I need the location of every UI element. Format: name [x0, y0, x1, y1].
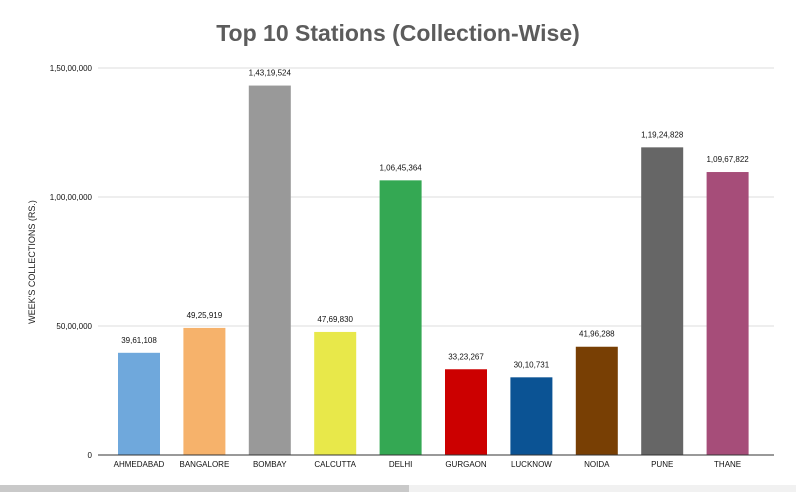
x-tick-label: NOIDA [584, 460, 610, 469]
bar [314, 331, 357, 455]
horizontal-scrollbar[interactable] [0, 485, 796, 492]
x-tick-label: LUCKNOW [511, 460, 552, 469]
data-label: 33,23,267 [448, 352, 484, 361]
data-label: 1,43,19,524 [249, 69, 292, 78]
scrollbar-thumb[interactable] [0, 485, 409, 492]
data-label: 30,10,731 [514, 360, 550, 369]
y-tick-label: 1,00,00,000 [50, 193, 93, 202]
y-tick-label: 0 [88, 451, 93, 460]
chart-title: Top 10 Stations (Collection-Wise) [216, 20, 580, 46]
data-label: 41,96,288 [579, 330, 615, 339]
bar [248, 85, 291, 456]
x-tick-label: CALCUTTA [314, 460, 356, 469]
data-label: 1,09,67,822 [706, 155, 749, 164]
bars [118, 85, 749, 456]
bar [183, 327, 226, 455]
data-label: 39,61,108 [121, 336, 157, 345]
x-tick-label: BANGALORE [180, 460, 230, 469]
data-label: 47,69,830 [317, 315, 353, 324]
axes: 0 50,00,000 1,00,00,000 1,50,00,000 AHMEDABA… [50, 64, 774, 469]
bar [706, 172, 749, 455]
x-tick-label: AHMEDABAD [114, 460, 165, 469]
bar [118, 352, 160, 455]
data-label: 1,06,45,364 [379, 163, 422, 172]
data-label: 1,19,24,828 [641, 130, 684, 139]
bar [510, 377, 553, 455]
x-tick-label: GURGAON [445, 460, 487, 469]
y-tick-label: 50,00,000 [56, 322, 92, 331]
x-tick-label: BOMBAY [253, 460, 287, 469]
x-tick-label: DELHI [389, 460, 413, 469]
data-label: 49,25,919 [187, 311, 223, 320]
y-tick-label: 1,50,00,000 [50, 64, 93, 73]
bar [445, 369, 487, 455]
bar [641, 147, 684, 456]
y-axis-label: WEEK'S COLLECTIONS (RS.) [27, 200, 37, 324]
bar [379, 180, 422, 455]
bar [575, 346, 618, 455]
x-tick-label: THANE [714, 460, 741, 469]
data-labels: 39,61,108 49,25,919 1,43,19,524 47,69,830 1,… [121, 69, 749, 370]
x-tick-label: PUNE [651, 460, 673, 469]
